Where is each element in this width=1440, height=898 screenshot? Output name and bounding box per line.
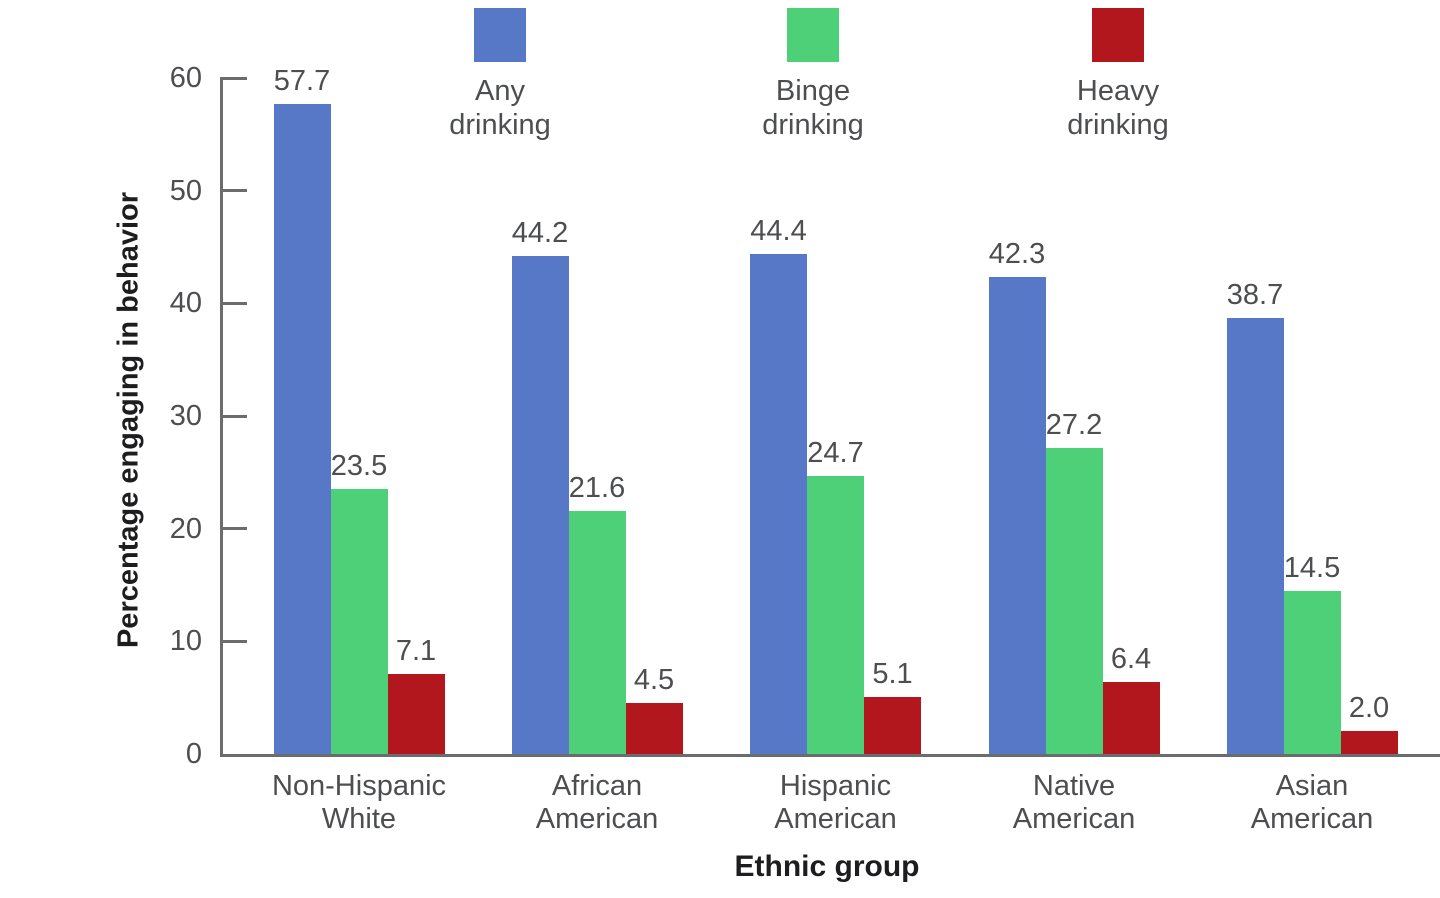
- bar: [1102, 681, 1160, 754]
- y-tick: [223, 76, 247, 80]
- bar-value-label: 44.2: [511, 217, 569, 249]
- bar: [750, 253, 807, 754]
- bar: [864, 696, 921, 754]
- bar-value-label: 21.6: [568, 471, 626, 504]
- bar-value-label: 23.5: [330, 450, 388, 483]
- bar: [1045, 447, 1103, 754]
- bar: [330, 489, 388, 754]
- bar-value-label: 57.7: [273, 64, 331, 97]
- legend-swatch-binge-drinking: [787, 8, 839, 62]
- y-tick-label: 20: [169, 512, 202, 545]
- bar-value-label: 38.7: [1226, 278, 1284, 311]
- legend-label: Binge drinking: [703, 74, 923, 142]
- category-label: African American: [472, 770, 722, 836]
- category-label-line: Non-Hispanic: [271, 770, 447, 802]
- legend-label: Any drinking: [390, 74, 610, 142]
- y-tick: [223, 414, 247, 418]
- legend-label-line: Binge: [775, 75, 851, 107]
- bar-value-label: 42.3: [988, 238, 1046, 271]
- legend-label-line: drinking: [449, 109, 551, 141]
- category-label-line: American: [774, 803, 897, 835]
- bar-value-label: 4.5: [633, 664, 675, 697]
- bar-value-label: 27.2: [1045, 408, 1103, 441]
- bar: [1226, 317, 1284, 754]
- category-label-line: American: [1250, 803, 1374, 835]
- category-label-line: American: [1012, 803, 1136, 835]
- bar-value-label: 6.4: [1110, 642, 1152, 675]
- y-tick-label: 0: [185, 738, 202, 770]
- legend-label-line: Heavy: [1076, 75, 1160, 107]
- legend-label: Heavy drinking: [1008, 74, 1228, 142]
- legend-label-line: drinking: [1067, 109, 1169, 141]
- bar: [511, 256, 569, 754]
- category-label: Non-Hispanic White: [234, 770, 484, 836]
- x-axis-title: Ethnic group: [734, 850, 920, 883]
- legend-swatch-any-drinking: [474, 8, 526, 62]
- category-label: Hispanic American: [711, 770, 961, 836]
- category-label: Native American: [949, 770, 1199, 836]
- x-axis-line: [220, 754, 1440, 757]
- legend-label-line: drinking: [762, 109, 864, 141]
- category-label-line: Asian: [1275, 770, 1349, 802]
- y-tick: [223, 189, 247, 193]
- bar: [1283, 590, 1341, 754]
- bar-value-label: 2.0: [1348, 692, 1390, 725]
- y-tick-label: 60: [169, 62, 202, 94]
- y-tick-label: 30: [169, 400, 202, 432]
- bar-value-label: 5.1: [872, 657, 913, 690]
- bar: [273, 103, 331, 754]
- bar: [807, 475, 864, 754]
- category-label-line: Native: [1032, 770, 1116, 802]
- category-label-line: Hispanic: [779, 770, 892, 802]
- bar: [387, 674, 445, 754]
- y-tick-label: 50: [169, 174, 202, 207]
- bar-value-label: 7.1: [395, 635, 437, 667]
- y-tick-label: 10: [169, 625, 202, 658]
- bar: [568, 510, 626, 754]
- legend-label-line: Any: [475, 75, 525, 107]
- y-tick: [223, 527, 247, 531]
- legend-swatch-heavy-drinking: [1092, 8, 1144, 62]
- category-label-line: White: [321, 803, 397, 835]
- category-label: Asian American: [1187, 770, 1437, 836]
- category-label-line: American: [535, 803, 659, 835]
- bar: [1340, 731, 1398, 754]
- category-label-line: African: [551, 770, 643, 802]
- y-tick: [223, 639, 247, 643]
- y-tick: [223, 301, 247, 305]
- bar-value-label: 24.7: [807, 436, 864, 469]
- bar: [988, 277, 1046, 754]
- bar: [625, 703, 683, 754]
- bar-value-label: 44.4: [750, 214, 807, 247]
- y-axis-line: [220, 77, 223, 757]
- y-tick-label: 40: [169, 287, 202, 320]
- bar-value-label: 14.5: [1283, 551, 1341, 584]
